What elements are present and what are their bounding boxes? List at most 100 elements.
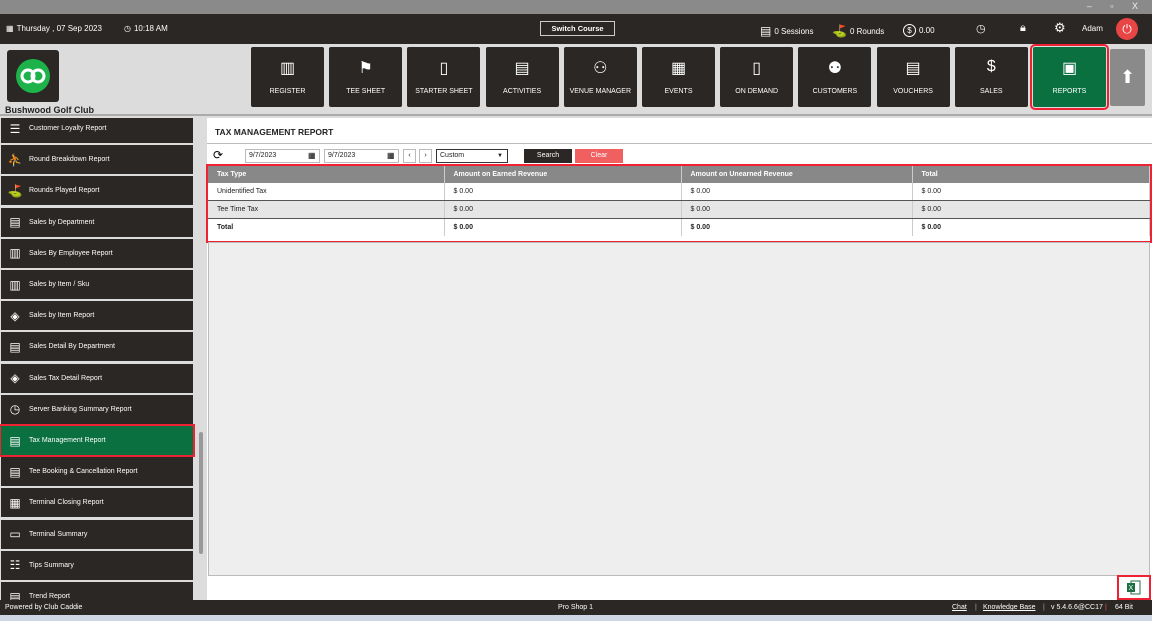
sidebar-item-tee-booking-cancellation-report[interactable]: ▤ Tee Booking & Cancellation Report [1, 457, 193, 487]
nav-activities[interactable]: ▤ ACTIVITIES [485, 47, 559, 107]
nav-tee-sheet[interactable]: ⚑ TEE SHEET [329, 47, 403, 107]
sidebar-item-label: Customer Loyalty Report [29, 125, 107, 132]
mobile-icon: ▯ [752, 60, 762, 77]
nav-venue-manager[interactable]: ⚇ VENUE MANAGER [563, 47, 637, 107]
flag-sheet-icon: ⚑ [358, 60, 373, 77]
nav-label: ACTIVITIES [503, 88, 542, 95]
nav-customers[interactable]: ⚉ CUSTOMERS [798, 47, 872, 107]
report-area [208, 242, 1150, 576]
sidebar-item-server-banking-summary-report[interactable]: ◷ Server Banking Summary Report [1, 394, 193, 424]
club-name: Bushwood Golf Club [5, 105, 94, 115]
station-name: Pro Shop 1 [558, 604, 594, 611]
sessions[interactable]: 0 Sessions [774, 26, 814, 36]
window-controls[interactable]: – ▫ X [1086, 1, 1146, 11]
sidebar-item-customer-loyalty-report[interactable]: ☰ Customer Loyalty Report [1, 118, 193, 143]
page-title: TAX MANAGEMENT REPORT [215, 127, 334, 137]
balance: 0.00 [919, 26, 935, 35]
report-icon: ▥ [9, 277, 21, 292]
dollar-icon: $ [903, 24, 916, 37]
column-header[interactable]: Total [912, 166, 1150, 183]
report-icon: ▥ [9, 246, 21, 261]
column-header[interactable]: Tax Type [208, 166, 445, 183]
total-cell: Total [208, 218, 445, 236]
bitness: 64 Bit [1115, 604, 1133, 611]
clock-button-icon[interactable]: ◷ [976, 23, 986, 35]
calendar-list-icon: ▤ [514, 60, 530, 77]
nav-label: CUSTOMERS [812, 88, 858, 95]
user-name[interactable]: Adam [1082, 24, 1103, 33]
nav-events[interactable]: ▦ EVENTS [642, 47, 715, 107]
header: ▦ Thursday , 07 Sep 2023 ◷ 10:18 AM Switch… [0, 14, 1152, 44]
sidebar-item-terminal-closing-report[interactable]: ▦ Terminal Closing Report [1, 488, 193, 518]
nav-vouchers[interactable]: ▤ VOUCHERS [876, 47, 950, 107]
calendar-picker-icon[interactable]: ▦ [387, 151, 395, 160]
nav-register[interactable]: ▥ REGISTER [251, 47, 324, 107]
nav-sales[interactable]: $ SALES [954, 47, 1028, 107]
sidebar-item-terminal-summary[interactable]: ▭ Terminal Summary [1, 519, 193, 549]
range-select[interactable]: Custom ▼ [436, 149, 508, 163]
clear-button[interactable]: Clear [575, 149, 623, 163]
chat-link[interactable]: Chat [952, 604, 967, 611]
calendar-icon: ▦ [6, 24, 14, 33]
nav-label: ON DEMAND [735, 88, 779, 95]
sidebar-item-label: Sales Detail By Department [29, 343, 115, 351]
gear-icon[interactable]: ⚙ [1054, 20, 1066, 35]
table-cell: $ 0.00 [444, 200, 682, 219]
sidebar-item-sales-by-item-report[interactable]: ◈ Sales by Item Report [1, 301, 193, 331]
svg-text:X: X [1129, 585, 1134, 592]
clock-icon: ◷ [124, 24, 131, 33]
refresh-icon[interactable]: ⟳ [213, 148, 224, 162]
cash-icon: $ [986, 58, 996, 75]
report-icon: ▤ [9, 433, 21, 448]
nav-label: REGISTER [269, 88, 306, 95]
window-titlebar: – ▫ X [0, 0, 1152, 14]
table-cell: $ 0.00 [681, 200, 913, 219]
sidebar-item-trend-report[interactable]: ▤ Trend Report [1, 582, 193, 600]
report-sidebar: ☰ Customer Loyalty Report ⛹ Round Breakdown… [0, 118, 200, 600]
prev-button[interactable]: ‹ [403, 149, 416, 163]
report-icon: ▦ [9, 495, 21, 510]
from-date-input[interactable]: 9/7/2023 [245, 149, 320, 163]
power-icon[interactable]: ⏻ [1116, 18, 1138, 40]
collapse-up-button[interactable]: ⬆ [1110, 49, 1145, 106]
report-icon: ▭ [9, 527, 21, 542]
sidebar-item-label: Tax Management Report [29, 437, 106, 444]
nav-label: VOUCHERS [893, 88, 933, 95]
sidebar-item-sales-by-item-sku[interactable]: ▥ Sales by Item / Sku [1, 270, 193, 299]
sidebar-item-label: Tips Summary [29, 561, 74, 569]
nav-starter-sheet[interactable]: ▯ STARTER SHEET [407, 47, 481, 107]
sidebar-item-sales-tax-detail-report[interactable]: ◈ Sales Tax Detail Report [1, 363, 193, 393]
column-header[interactable]: Amount on Unearned Revenue [681, 166, 913, 183]
nav-label: VENUE MANAGER [569, 88, 632, 95]
rounds[interactable]: 0 Rounds [849, 26, 885, 36]
people-table-icon: ⚇ [593, 60, 608, 77]
sidebar-item-tax-management-report[interactable]: ▤ Tax Management Report [0, 424, 195, 457]
sidebar-item-label: Round Breakdown Report [29, 156, 110, 164]
sidebar-item-tips-summary[interactable]: ☷ Tips Summary [1, 550, 193, 580]
next-button[interactable]: › [419, 149, 432, 163]
sidebar-item-rounds-played-report[interactable]: ⛳ Rounds Played Report [1, 176, 193, 206]
report-icon: ☰ [9, 121, 21, 136]
nav-on-demand[interactable]: ▯ ON DEMAND [720, 47, 794, 107]
sidebar-item-sales-detail-by-department[interactable]: ▤ Sales Detail By Department [1, 332, 193, 362]
excel-export-icon[interactable]: X [1117, 575, 1151, 600]
lock-icon[interactable]: 🔒︎ [1020, 22, 1026, 34]
table-cell: $ 0.00 [444, 183, 682, 201]
search-button[interactable]: Search [524, 149, 572, 163]
report-icon: ▤ [9, 339, 21, 354]
to-date-input[interactable]: 9/7/2023 [324, 149, 399, 163]
sidebar-item-round-breakdown-report[interactable]: ⛹ Round Breakdown Report [1, 145, 193, 175]
sidebar-item-sales-by-department[interactable]: ▤ Sales by Department [1, 207, 193, 237]
sidebar-item-label: Sales by Department [29, 218, 95, 226]
calendar-picker-icon[interactable]: ▦ [308, 151, 316, 160]
table-cell: $ 0.00 [912, 183, 1150, 201]
knowledge-base-link[interactable]: Knowledge Base [983, 604, 1036, 611]
table-cell: $ 0.00 [681, 183, 913, 201]
table-cell: Tee Time Tax [208, 200, 445, 219]
column-header[interactable]: Amount on Earned Revenue [444, 166, 682, 183]
sidebar-scrollbar[interactable] [199, 432, 203, 554]
switch-course-button[interactable]: Switch Course [540, 21, 615, 36]
sidebar-item-sales-by-employee-report[interactable]: ▥ Sales By Employee Report [1, 238, 193, 268]
nav-reports[interactable]: ▣ REPORTS [1030, 44, 1109, 110]
version: v 5.4.6.6@CC17 [1051, 604, 1103, 611]
